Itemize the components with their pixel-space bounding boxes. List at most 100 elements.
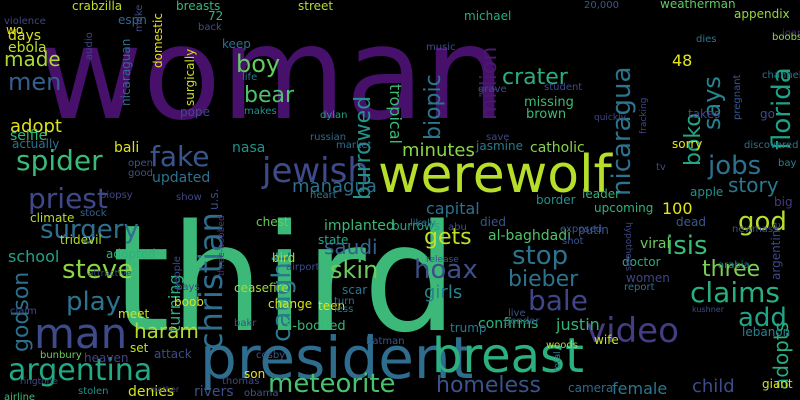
word-street: street	[298, 0, 333, 13]
word-grave: grave	[478, 84, 507, 95]
word-dylan: dylan	[320, 110, 348, 121]
word-days: days	[8, 28, 41, 44]
word-president: president	[200, 324, 473, 392]
word-takes: takes	[688, 107, 720, 121]
word-meet: meet	[118, 307, 149, 321]
word-adopt: adopt	[10, 116, 62, 137]
word-audio: audio	[84, 32, 95, 60]
word-live: live	[508, 308, 526, 319]
word-managua: managua	[292, 176, 377, 197]
word-pays: pays	[176, 282, 200, 293]
word-gets: gets	[424, 225, 472, 250]
word-mass: mass	[752, 224, 778, 235]
word-argentina: argentina	[8, 353, 152, 388]
word-new: new	[732, 224, 753, 235]
word-weatherman: weatherman	[660, 0, 736, 11]
word-domestic: domestic	[151, 13, 165, 68]
word-saudi: saudi	[324, 235, 378, 259]
word-obama: obama	[244, 388, 278, 399]
word-missing: missing	[524, 95, 574, 110]
word-arabia: arabia	[718, 260, 750, 271]
word-camera: camera	[568, 381, 613, 395]
word-big: big	[774, 195, 793, 209]
word-breasts: breasts	[176, 0, 220, 13]
word-state: state	[318, 233, 348, 247]
word-bay: bay	[778, 158, 796, 169]
word-implanted: implanted	[324, 218, 395, 234]
word-mother: mother	[150, 385, 180, 394]
word-updated: updated	[152, 170, 210, 186]
word-airline: airline	[4, 392, 35, 400]
word-priest: priest	[28, 182, 108, 215]
word-crater: crater	[502, 65, 569, 90]
word-ebola: ebola	[8, 40, 47, 56]
word-story: story	[728, 173, 779, 197]
word-boy: boy	[236, 50, 280, 78]
word-jobs: jobs	[707, 151, 761, 181]
word-pope: pope	[180, 105, 210, 119]
word-batman: batman	[366, 336, 405, 347]
word-child: child	[692, 376, 735, 397]
word-espn: espn	[118, 13, 147, 27]
word-women: women	[626, 271, 670, 285]
word-thomas: thomas	[222, 376, 259, 387]
word-cosby: cosby	[256, 350, 285, 361]
word-trump: trump	[450, 321, 487, 335]
word-catholic: catholic	[530, 140, 585, 156]
word-save: save	[486, 132, 509, 143]
word-capital: capital	[426, 199, 480, 218]
word-christian: christian	[192, 212, 230, 350]
word-haram: haram	[134, 319, 199, 343]
word-go: go	[760, 107, 775, 121]
word-music: music	[426, 42, 456, 53]
word-million: million	[477, 47, 502, 120]
word-god: god	[738, 207, 787, 237]
word-shot: shot	[562, 236, 584, 247]
word-dead: dead	[676, 215, 706, 229]
word-actually: actually	[12, 137, 59, 151]
word-video: video	[586, 311, 679, 351]
word-bale: bale	[528, 284, 588, 317]
word-report: report	[624, 282, 655, 293]
word-good: good	[128, 168, 153, 179]
word-gender: gender	[504, 316, 540, 327]
word-pregnant: pregnant	[732, 74, 743, 120]
word-woods: woods	[546, 340, 578, 351]
word-steve: steve	[62, 255, 133, 285]
word-denies: denies	[128, 384, 174, 400]
word-fracking: fracking	[639, 98, 649, 134]
word-justin: justin	[555, 315, 600, 334]
word-quickly: quickly	[594, 113, 627, 123]
word-apple: apple	[690, 185, 723, 199]
word-bird: bird	[272, 251, 295, 265]
word-nicaraguan: nicaraguan	[119, 39, 133, 106]
word-surgically: surgically	[183, 49, 197, 106]
word-burrows: burrows	[392, 219, 440, 233]
word-set: set	[130, 341, 149, 355]
word-russian: russian	[310, 132, 346, 143]
word-caught: caught	[267, 252, 297, 342]
word-airport: airport	[286, 262, 320, 273]
word-tropical: tropical	[386, 84, 405, 144]
word-says: says	[698, 76, 726, 130]
word-72: 72	[208, 9, 223, 23]
word-climate: climate	[30, 211, 74, 225]
word-appendix: appendix	[734, 7, 790, 21]
word-sorry: sorry	[672, 137, 702, 151]
word-third: third	[112, 193, 457, 365]
word-makes: makes	[244, 106, 277, 117]
word-selfie: selfie	[10, 128, 47, 144]
word-men: men	[8, 68, 61, 96]
word-argentine: argentine	[769, 222, 783, 280]
word-hoax: hoax	[414, 255, 478, 285]
word-play: play	[66, 287, 121, 317]
word-48: 48	[672, 51, 692, 70]
word-student: student	[544, 82, 582, 93]
word-violence: violence	[4, 16, 46, 27]
word-turn: turn	[334, 296, 355, 307]
word-boob: boob	[174, 295, 204, 309]
word-isis: isis	[666, 231, 708, 261]
word-likely: likely	[410, 218, 436, 229]
